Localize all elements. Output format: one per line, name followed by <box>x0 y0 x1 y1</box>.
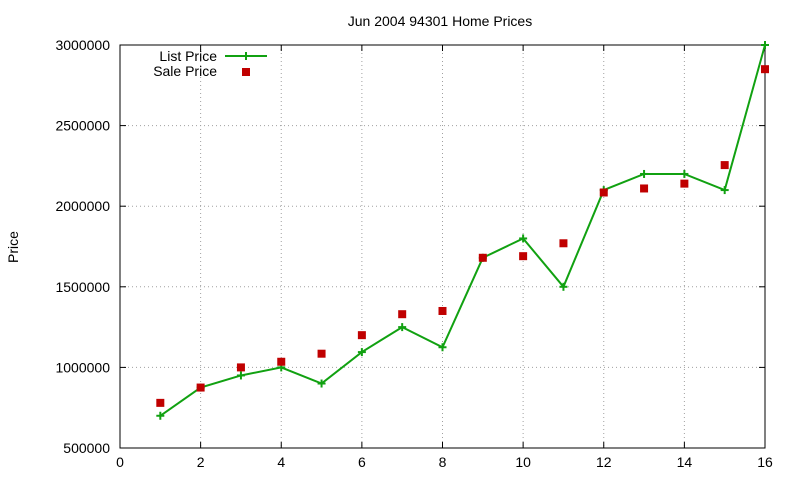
sale-price-point <box>599 188 608 197</box>
y-tick-label: 2500000 <box>55 118 110 134</box>
list-price-point <box>357 348 366 357</box>
sale-price-point <box>720 161 729 170</box>
sale-price-point <box>398 310 407 319</box>
y-tick-label: 2000000 <box>55 198 110 214</box>
x-tick-label: 0 <box>116 454 124 470</box>
sale-price-point <box>438 306 447 315</box>
plot-border <box>119 44 766 449</box>
series-sale-price <box>156 65 769 407</box>
list-price-point <box>156 411 165 420</box>
y-tick-label: 1000000 <box>55 359 110 375</box>
list-price-point <box>317 379 326 388</box>
y-tick-label: 500000 <box>63 440 110 456</box>
list-price-point <box>761 41 769 49</box>
y-axis-label: Price <box>5 231 21 263</box>
list-price-point <box>236 371 245 380</box>
list-price-point <box>519 234 528 243</box>
list-price-point <box>398 323 407 332</box>
x-tick-label: 8 <box>439 454 447 470</box>
sale-price-point <box>680 179 689 188</box>
sale-price-point <box>196 383 205 392</box>
sale-price-point <box>357 331 366 340</box>
x-tick-label: 4 <box>277 454 285 470</box>
legend: List Price Sale Price <box>153 48 267 79</box>
sale-price-point <box>761 65 769 74</box>
chart-title: Jun 2004 94301 Home Prices <box>348 13 532 29</box>
sale-price-point <box>317 349 326 358</box>
y-tick-label: 1500000 <box>55 279 110 295</box>
list-price-point <box>640 169 649 178</box>
legend-marker-list-price <box>242 52 250 60</box>
list-price-line <box>159 44 766 417</box>
sale-price-point <box>478 253 487 262</box>
sale-price-point <box>559 239 568 248</box>
sale-price-point <box>519 252 528 261</box>
sale-price-point <box>156 398 165 407</box>
legend-marker-sale-price <box>242 68 250 76</box>
x-tick-label: 14 <box>677 454 693 470</box>
x-tick-label: 16 <box>757 454 773 470</box>
list-price-point <box>680 169 689 178</box>
sale-price-point <box>277 357 286 366</box>
sale-price-point <box>640 184 649 193</box>
tick-labels: 0 2 4 6 8 10 12 14 16 500000 1000000 1500000 2000000… <box>55 37 773 470</box>
y-tick-label: 3000000 <box>55 37 110 53</box>
sale-price-point <box>236 363 245 372</box>
legend-label-list-price: List Price <box>159 48 217 64</box>
legend-label-sale-price: Sale Price <box>153 63 217 79</box>
legend-swatches <box>225 52 267 76</box>
axes <box>119 44 766 449</box>
x-tick-label: 12 <box>596 454 612 470</box>
list-price-point <box>559 282 568 291</box>
list-price-point <box>720 186 729 195</box>
data-series <box>156 41 769 420</box>
x-tick-label: 6 <box>358 454 366 470</box>
x-tick-label: 10 <box>515 454 531 470</box>
x-tick-label: 2 <box>197 454 205 470</box>
list-price-point <box>438 343 447 352</box>
